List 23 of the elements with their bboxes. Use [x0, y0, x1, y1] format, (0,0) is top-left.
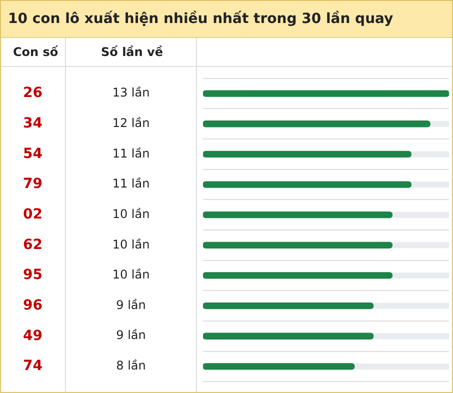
y-tick-label: 02: [23, 206, 42, 222]
data-label: 12 lần: [112, 116, 150, 130]
data-label: 9 lần: [116, 298, 146, 312]
data-label: 11 lần: [112, 146, 150, 160]
chart-title: 10 con lô xuất hiện nhiều nhất trong 30 lần quay: [1, 1, 452, 38]
y-tick-label: 96: [23, 297, 42, 314]
y-tick-label: 79: [23, 176, 42, 192]
data-label: 9 lần: [116, 328, 146, 342]
y-tick-label: 26: [23, 85, 42, 102]
y-tick-label: 54: [23, 146, 43, 162]
y-tick-label: 34: [23, 116, 43, 132]
y-tick-label: 95: [23, 267, 42, 284]
data-label: 10 lần: [112, 268, 150, 282]
y-tick-label: 62: [23, 236, 42, 253]
text: Số lần về: [101, 45, 163, 59]
y-axis-title: Con số: [13, 45, 58, 59]
data-label: 11 lần: [112, 176, 150, 191]
y-tick-label: 49: [23, 328, 42, 344]
data-label: 8 lần: [116, 358, 146, 373]
data-label: 10 lần: [112, 237, 150, 252]
data-label: 13 lần: [112, 86, 150, 100]
data-label: 10 lần: [112, 206, 150, 221]
y-tick-label: 74: [23, 358, 43, 374]
